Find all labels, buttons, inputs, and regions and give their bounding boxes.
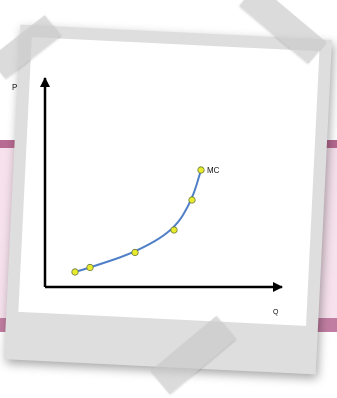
mc-point-4 <box>170 226 178 234</box>
mc-curve <box>74 169 202 273</box>
series-label-mc: MC <box>207 166 220 175</box>
mc-point-3 <box>131 248 139 257</box>
mc-point-1 <box>71 268 79 276</box>
mc-point-6 <box>197 166 205 174</box>
mc-point-2 <box>86 263 94 272</box>
y-axis-label: P <box>12 83 17 92</box>
mc-point-5 <box>188 196 196 204</box>
mc-points <box>71 166 205 276</box>
x-axis-label: Q <box>273 309 279 316</box>
